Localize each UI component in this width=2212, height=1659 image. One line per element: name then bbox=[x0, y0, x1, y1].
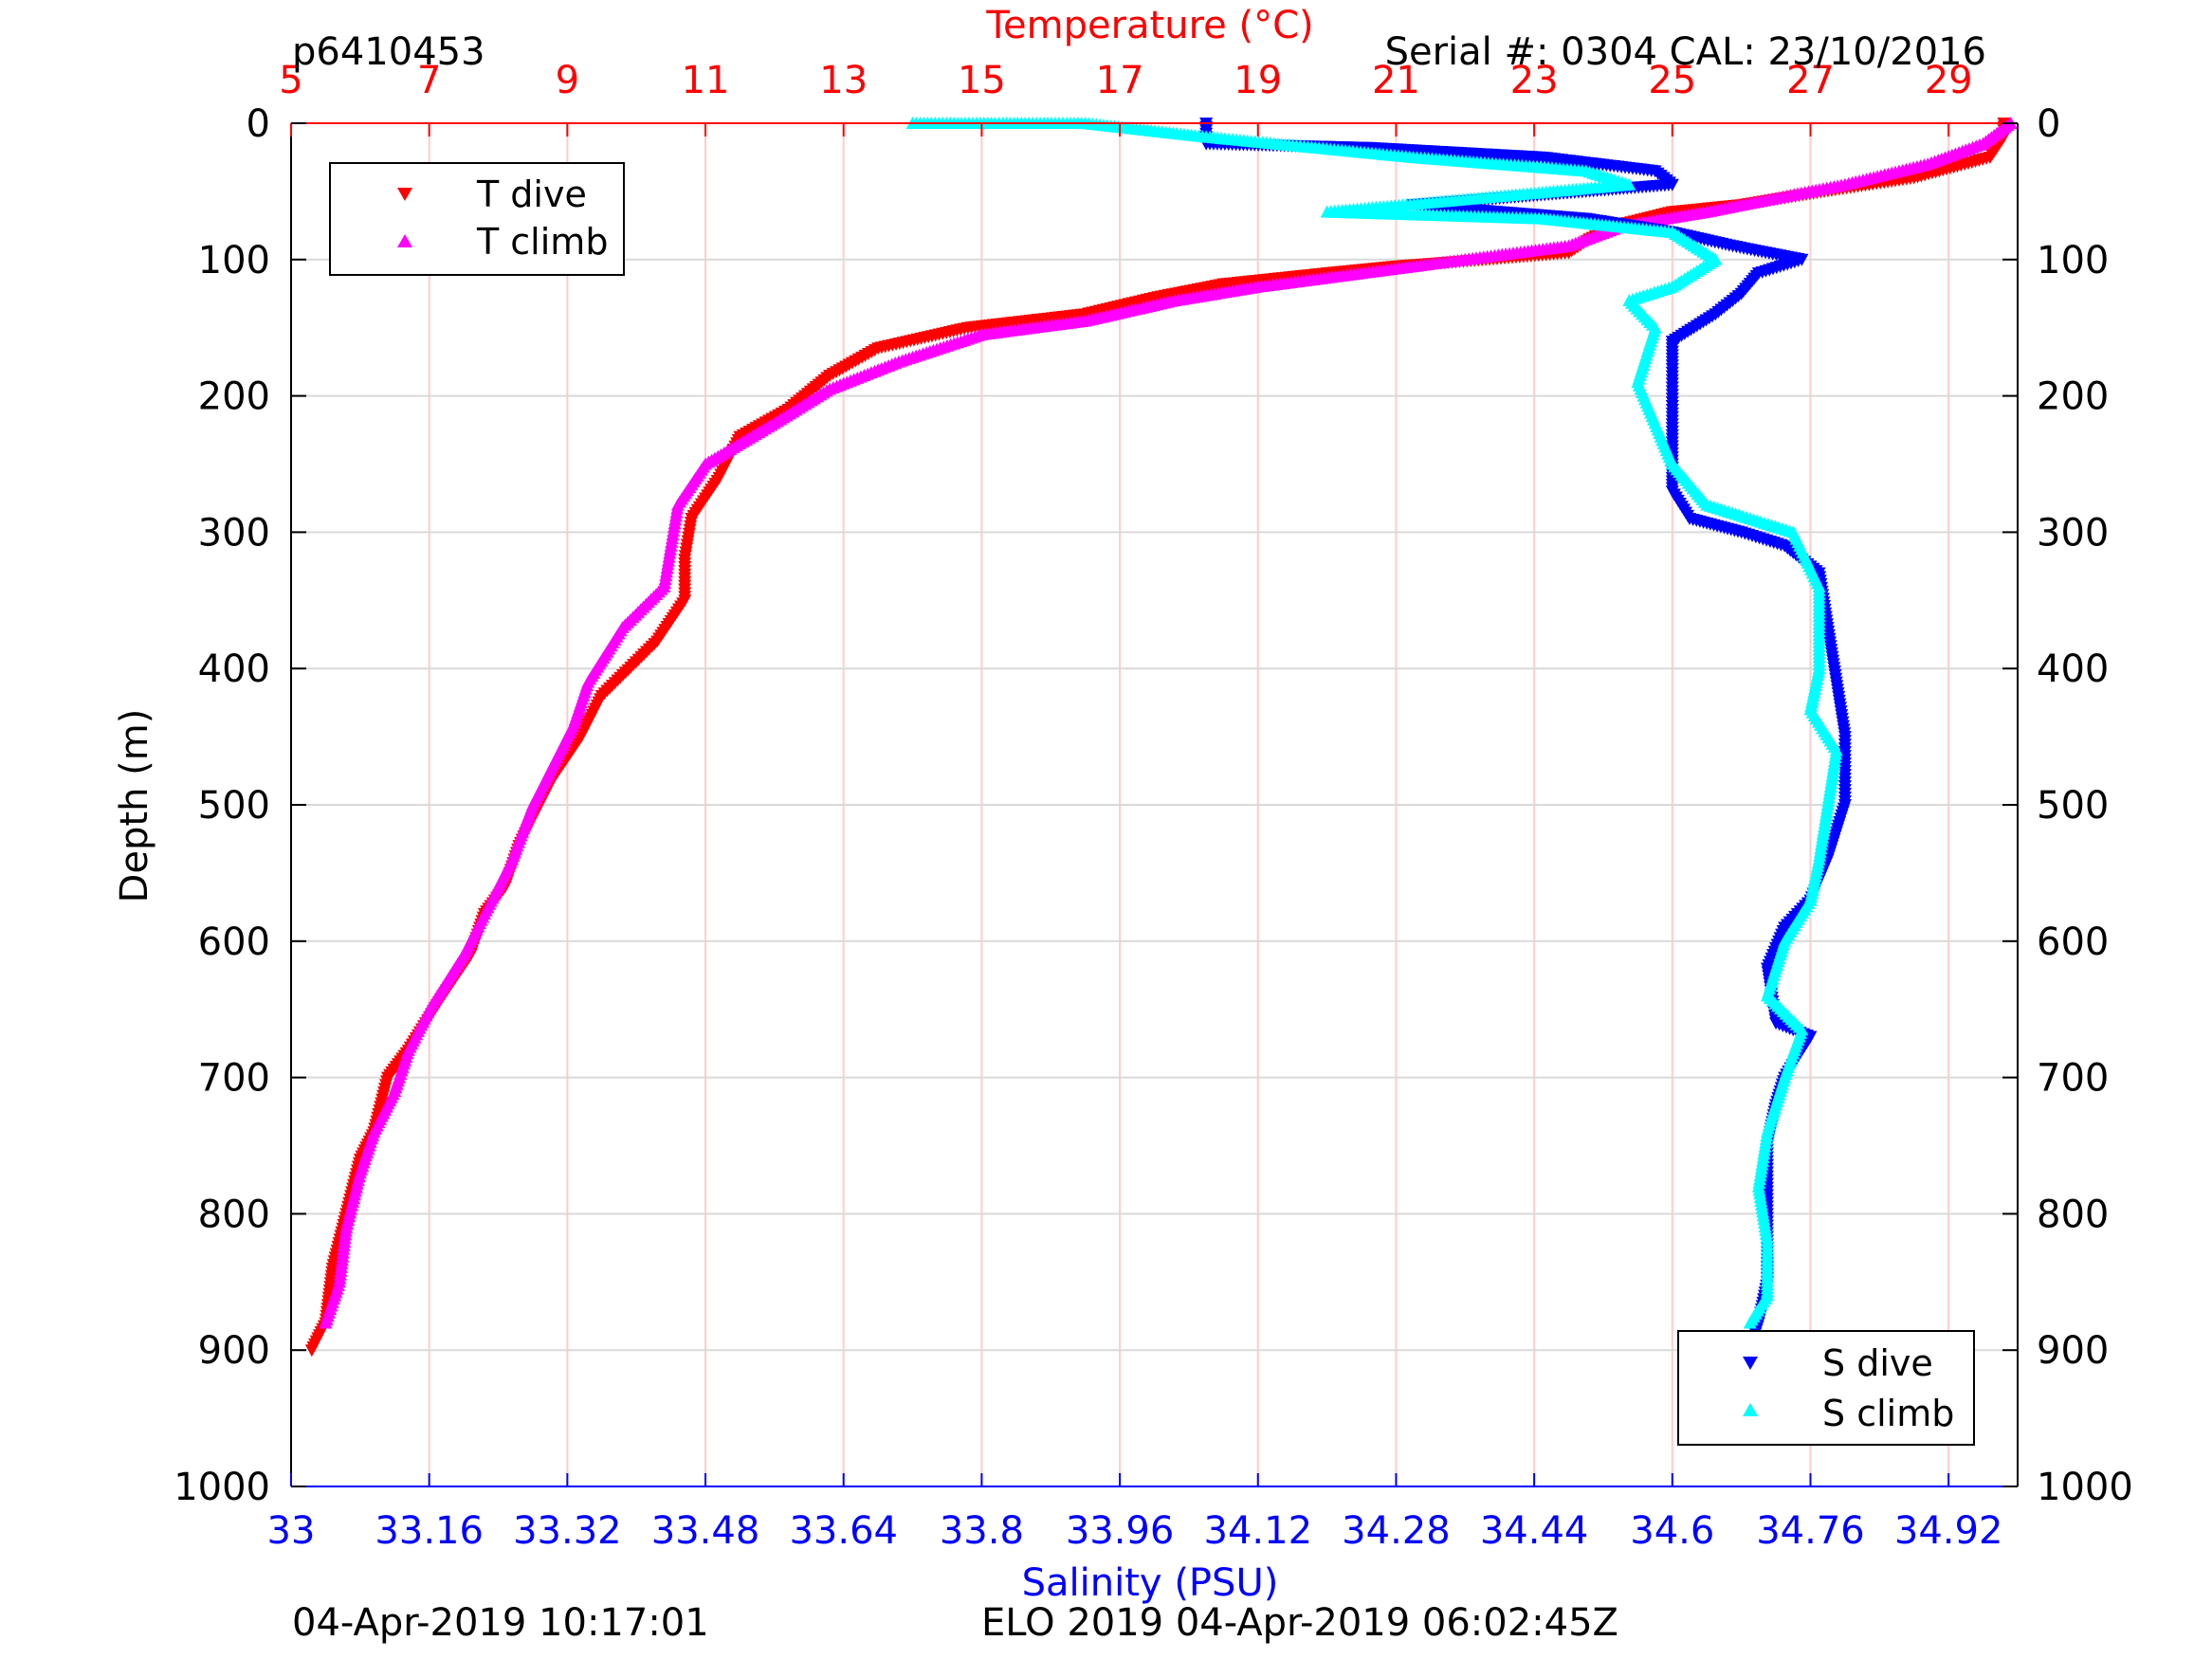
salinity-tick-label: 33.96 bbox=[1066, 1509, 1175, 1553]
depth-tick-label-right: 200 bbox=[2037, 375, 2109, 419]
series-layer bbox=[304, 117, 2018, 1358]
legend-t-dive-marker bbox=[397, 188, 412, 201]
salinity-tick-label: 34.92 bbox=[1894, 1509, 2003, 1553]
salinity-tick-label: 34.76 bbox=[1756, 1509, 1865, 1553]
temperature-tick-label: 11 bbox=[682, 59, 730, 102]
legend-temperature-box bbox=[329, 162, 625, 276]
legend-t-climb-label: T climb bbox=[476, 221, 608, 263]
depth-tick-label: 100 bbox=[198, 239, 270, 283]
depth-tick-label: 300 bbox=[198, 511, 270, 555]
salinity-tick-label: 34.12 bbox=[1204, 1509, 1313, 1553]
profile-id: p6410453 bbox=[292, 30, 485, 74]
footer-timestamp: 04-Apr-2019 10:17:01 bbox=[292, 1601, 709, 1645]
depth-tick-label: 500 bbox=[198, 784, 270, 828]
depth-tick-label-right: 800 bbox=[2037, 1193, 2109, 1236]
depth-tick-label-right: 100 bbox=[2037, 239, 2109, 283]
depth-tick-label: 900 bbox=[198, 1329, 270, 1373]
salinity-tick-label: 33.48 bbox=[651, 1509, 760, 1553]
salinity-climb-point bbox=[1743, 1316, 1757, 1329]
legend-s-climb-marker bbox=[1743, 1403, 1758, 1416]
footer-mission: ELO 2019 04-Apr-2019 06:02:45Z bbox=[981, 1601, 1618, 1645]
legend-salinity-box bbox=[1677, 1330, 1975, 1446]
temperature-tick-label: 21 bbox=[1372, 59, 1420, 102]
depth-tick-label: 1000 bbox=[174, 1466, 270, 1509]
salinity-tick-label: 33.64 bbox=[789, 1509, 898, 1553]
temperature-tick-label: 15 bbox=[958, 59, 1006, 102]
depth-tick-label: 200 bbox=[198, 375, 270, 419]
legend-t-dive-label: T dive bbox=[476, 173, 587, 215]
depth-axis-label: Depth (m) bbox=[113, 709, 156, 903]
legend-t-climb-marker bbox=[397, 234, 412, 247]
salinity-tick-label: 34.6 bbox=[1630, 1509, 1714, 1553]
legend-s-dive-marker bbox=[1743, 1357, 1758, 1370]
temperature-tick-label: 9 bbox=[556, 59, 579, 102]
depth-tick-label: 800 bbox=[198, 1193, 270, 1236]
depth-tick-label-right: 900 bbox=[2037, 1329, 2109, 1373]
depth-tick-label: 0 bbox=[247, 102, 270, 146]
depth-tick-label: 600 bbox=[198, 921, 270, 964]
depth-tick-label-right: 300 bbox=[2037, 511, 2109, 555]
legend-s-dive-label: S dive bbox=[1822, 1342, 1933, 1384]
depth-tick-label-right: 700 bbox=[2037, 1057, 2109, 1101]
salinity-tick-label: 33 bbox=[267, 1509, 316, 1553]
temperature-axis-label: Temperature (°C) bbox=[985, 4, 1313, 47]
temperature-tick-label: 7 bbox=[417, 59, 441, 102]
temperature-tick-label: 23 bbox=[1510, 59, 1559, 102]
legend-salinity: S dive S climb bbox=[1677, 1330, 1975, 1446]
tick-layer: 5 7 9 11 13 15 17 19 21 23 25 27 29 0 0 100 100 200 200 300… bbox=[174, 59, 2133, 1553]
depth-tick-label-right: 500 bbox=[2037, 784, 2109, 828]
depth-tick-label-right: 600 bbox=[2037, 921, 2109, 964]
temperature-tick-label: 25 bbox=[1648, 59, 1696, 102]
depth-tick-label-right: 1000 bbox=[2037, 1466, 2133, 1509]
salinity-axis-label: Salinity (PSU) bbox=[1022, 1561, 1279, 1605]
temperature-tick-label: 13 bbox=[819, 59, 868, 102]
salinity-tick-label: 33.8 bbox=[940, 1509, 1024, 1553]
serial-cal: Serial #: 0304 CAL: 23/10/2016 bbox=[1385, 30, 1986, 74]
grid-layer bbox=[290, 122, 2018, 1487]
series-t-climb bbox=[319, 117, 2018, 1329]
series-s-climb bbox=[905, 117, 1843, 1329]
temperature-tick-label: 27 bbox=[1786, 59, 1835, 102]
legend-s-climb-label: S climb bbox=[1822, 1393, 1954, 1434]
temperature-tick-label: 19 bbox=[1234, 59, 1282, 102]
depth-tick-label: 700 bbox=[198, 1057, 270, 1101]
temperature-climb-point bbox=[319, 1316, 333, 1329]
depth-tick-label-right: 400 bbox=[2037, 647, 2109, 691]
legend-temperature: T dive T climb bbox=[329, 162, 625, 276]
temperature-tick-label: 5 bbox=[279, 59, 302, 102]
temperature-dive-point bbox=[304, 1344, 319, 1358]
temperature-tick-label: 17 bbox=[1096, 59, 1144, 102]
temperature-tick-label: 29 bbox=[1925, 59, 1973, 102]
salinity-tick-label: 34.28 bbox=[1342, 1509, 1451, 1553]
salinity-tick-label: 33.16 bbox=[375, 1509, 484, 1553]
salinity-tick-label: 33.32 bbox=[513, 1509, 622, 1553]
depth-tick-label: 400 bbox=[198, 647, 270, 691]
salinity-tick-label: 34.44 bbox=[1480, 1509, 1589, 1553]
depth-tick-label-right: 0 bbox=[2037, 102, 2060, 146]
